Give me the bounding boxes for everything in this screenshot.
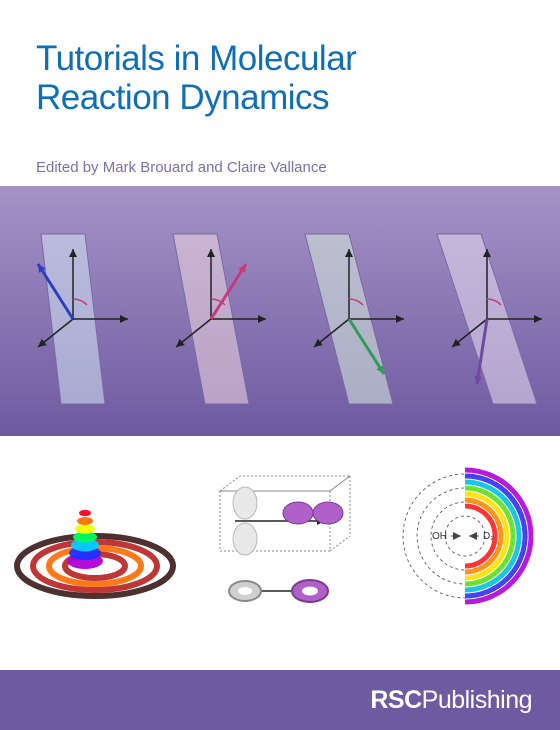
axes-diagram-2 [146,209,276,409]
book-title: Tutorials in Molecular Reaction Dynamics [36,40,524,117]
cover-graphics: OH D₂ RSCPublishing [0,186,560,730]
book-cover: Tutorials in Molecular Reaction Dynamics… [0,0,560,730]
title-line-2: Reaction Dynamics [36,78,329,117]
orbital-figure [190,451,370,621]
axes-diagram-row [0,204,560,414]
publisher-light: Publishing [422,686,532,714]
svg-text:OH: OH [432,531,447,542]
wavepacket-figure [10,451,180,621]
axes-diagram-1 [8,209,138,409]
svg-text:D₂: D₂ [483,531,494,542]
title-line-1: Tutorials in Molecular [36,39,356,78]
bottom-figure-row: OH D₂ [0,446,560,626]
editors-line: Edited by Mark Brouard and Claire Vallan… [0,159,560,186]
publisher-logo: RSCPublishing [370,686,532,715]
axes-diagram-3 [284,209,414,409]
axes-diagram-4 [422,209,552,409]
footer-band: RSCPublishing [0,670,560,730]
title-block: Tutorials in Molecular Reaction Dynamics [0,0,560,117]
publisher-bold: RSC [370,686,421,714]
scattering-figure: OH D₂ [380,451,550,621]
